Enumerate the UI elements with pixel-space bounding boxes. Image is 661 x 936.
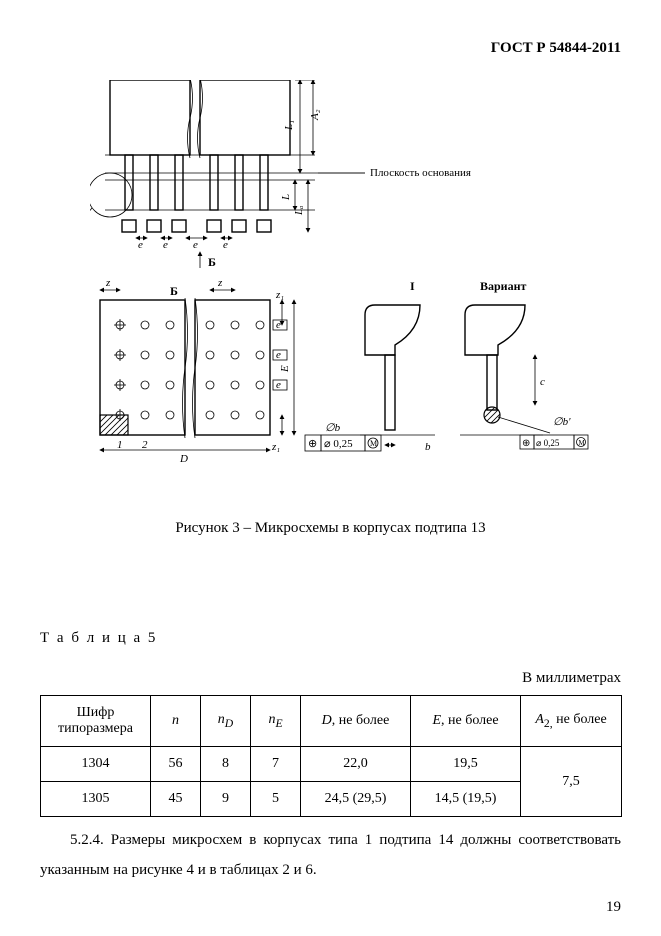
label-diam-bprime: ∅b' — [553, 416, 571, 428]
col-E: E, не более — [411, 696, 521, 747]
figure-svg: Плоскость основания I e e e e Б — [90, 80, 590, 480]
tol-var: ⌀ 0,25 — [536, 438, 560, 448]
figure-3: Плоскость основания I e e e e Б — [90, 80, 590, 480]
col-code: Шифр типоразмера — [41, 696, 151, 747]
label-pin1: 1 — [117, 439, 123, 451]
table-unit: В миллиметрах — [522, 670, 621, 687]
svg-text:⊕: ⊕ — [308, 438, 317, 450]
label-z-l: z — [105, 277, 111, 289]
col-nE: nE — [251, 696, 301, 747]
svg-text:M: M — [370, 439, 377, 448]
col-A2: A2, не более — [521, 696, 622, 747]
label-e2: e — [163, 239, 168, 251]
col-nD: nD — [201, 696, 251, 747]
label-e-r2: e — [276, 349, 281, 361]
col-D: D, не более — [301, 696, 411, 747]
table-label: Т а б л и ц а 5 — [40, 630, 157, 647]
label-pin2: 2 — [142, 439, 148, 451]
svg-text:⊕: ⊕ — [522, 438, 530, 449]
label-e-r1: e — [276, 319, 281, 331]
label-B-view: Б — [170, 284, 178, 298]
label-e3: e — [193, 239, 198, 251]
figure-caption: Рисунок 3 – Микросхемы в корпусах подтип… — [0, 520, 661, 537]
paragraph-5-2-4: 5.2.4. Размеры микросхем в корпусах типа… — [40, 825, 621, 885]
label-diam-b: ∅b — [325, 422, 341, 434]
label-z1-top: z₁ — [275, 289, 284, 301]
label-I-right: I — [410, 279, 415, 293]
label-c: c — [540, 376, 545, 388]
label-A2: A₂ — [309, 109, 321, 121]
label-e4: e — [223, 239, 228, 251]
label-B-arrow: Б — [208, 255, 216, 269]
label-L: L — [280, 194, 292, 201]
document-id: ГОСТ Р 54844-2011 — [491, 40, 621, 57]
label-e-r3: e — [276, 379, 281, 391]
label-La: Lₐ — [293, 206, 305, 216]
table-row: 1304 56 8 7 22,0 19,5 7,5 — [41, 747, 622, 782]
label-plane: Плоскость основания — [370, 167, 471, 179]
col-n: n — [151, 696, 201, 747]
label-z-r: z — [217, 277, 223, 289]
label-L1: L₁ — [283, 120, 295, 131]
page-number: 19 — [606, 899, 621, 916]
label-b-side: b — [425, 441, 431, 453]
label-D: D — [179, 453, 188, 465]
label-z1-bot: z₁ — [271, 441, 280, 453]
label-e1: e — [138, 239, 143, 251]
cell-a2: 7,5 — [521, 747, 622, 817]
label-E: E — [279, 365, 291, 373]
tol-main: ⌀ 0,25 — [324, 438, 353, 450]
svg-text:M: M — [579, 439, 586, 447]
label-variant: Вариант — [480, 279, 527, 293]
table-5: Шифр типоразмера n nD nE D, не более E, … — [40, 695, 622, 817]
